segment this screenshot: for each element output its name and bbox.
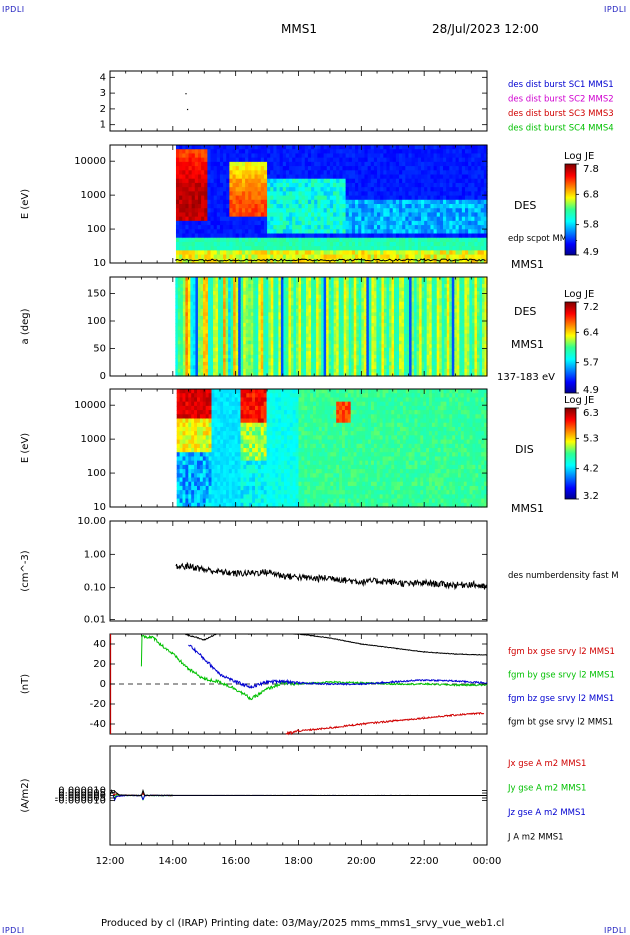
burst-panel-ytick-label: 3 <box>100 88 106 99</box>
des-energy-colorbar-bar <box>565 164 576 255</box>
burst-panel-frame <box>110 71 487 131</box>
burst-point <box>187 109 188 110</box>
burst-panel-ytick-label: 4 <box>100 72 106 83</box>
burst-panel-ytick-label: 1 <box>100 120 106 131</box>
des-pitch-cells <box>175 277 487 377</box>
des-energy-ylabel: E (eV) <box>20 189 31 219</box>
des-energy-panel-ytick-label: 10 <box>93 258 106 269</box>
des-energy-colorbar-tick-label: 4.9 <box>583 247 599 258</box>
des-energy-panel-ytick-label: 10000 <box>74 156 106 167</box>
burst-legend-entry: des dist burst SC1 MMS1 <box>508 80 614 90</box>
des-energy-panel-ytick-label: 100 <box>87 224 106 235</box>
burst-point <box>185 93 186 94</box>
des-energy-side-label: DES <box>514 199 536 212</box>
des-energy-sc-label: MMS1 <box>511 258 544 271</box>
burst-panel-ytick-label: 2 <box>100 104 106 115</box>
burst-legend-entry: des dist burst SC4 MMS4 <box>508 124 614 134</box>
burst-legend-entry: des dist burst SC2 MMS2 <box>508 95 614 105</box>
des-energy-colorbar-title: Log JE <box>564 151 594 162</box>
des-energy-cells <box>176 145 488 264</box>
des-energy-panel-ytick-label: 1000 <box>81 190 106 201</box>
des-energy-colorbar-tick-label: 7.8 <box>583 164 599 175</box>
burst-legend-entry: des dist burst SC3 MMS3 <box>508 109 614 119</box>
des-energy-colorbar-tick-label: 6.8 <box>583 189 599 200</box>
des-energy-colorbar-tick-label: 5.8 <box>583 220 599 231</box>
